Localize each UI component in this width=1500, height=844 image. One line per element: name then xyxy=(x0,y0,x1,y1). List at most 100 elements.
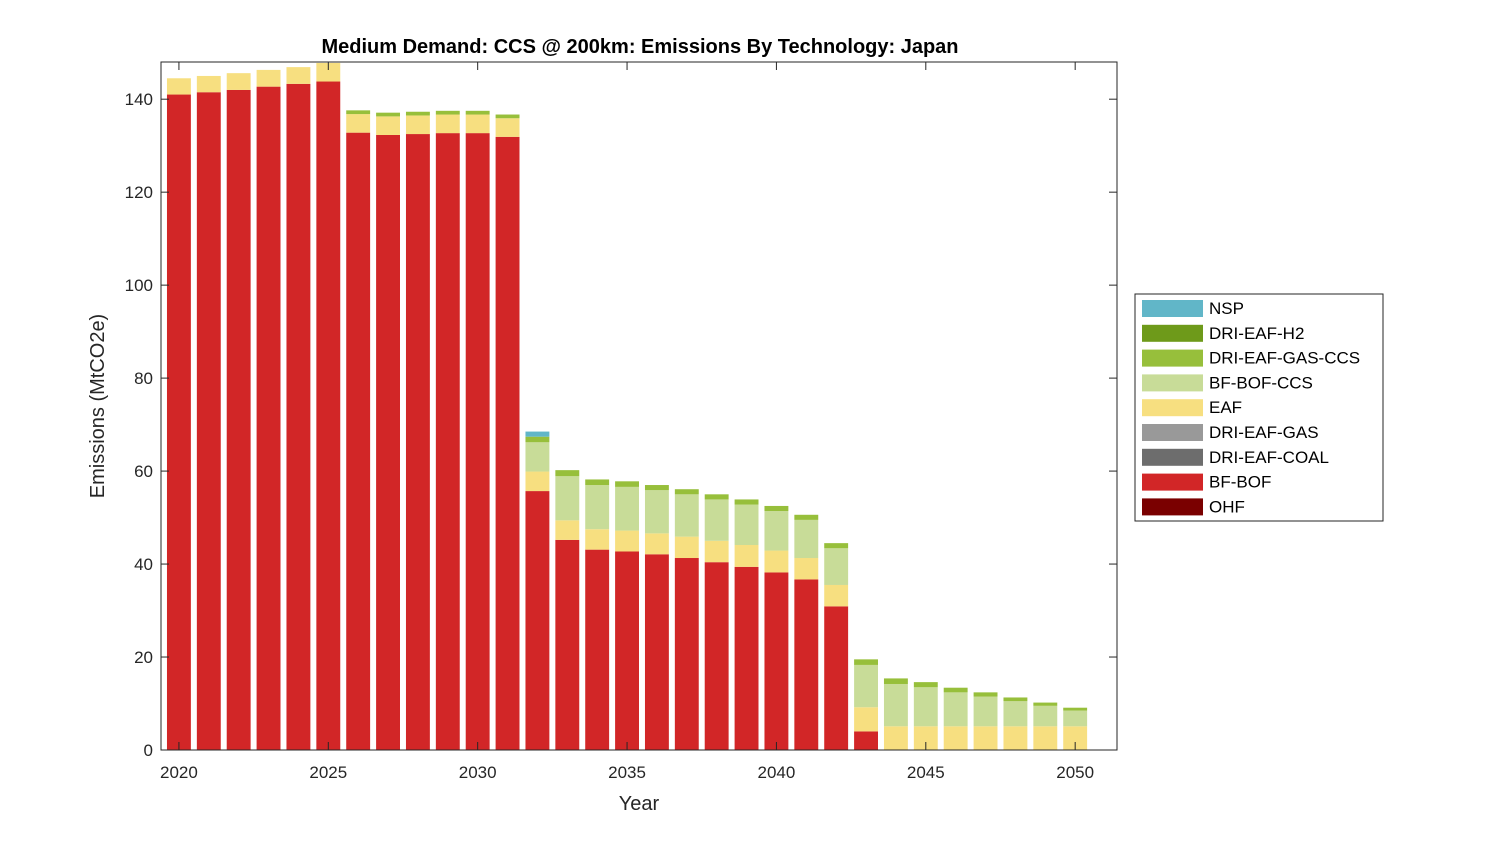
bar-eaf-2033 xyxy=(555,520,580,540)
bar-eaf-2034 xyxy=(585,529,610,550)
bar-bf-bof-ccs-2042 xyxy=(824,548,849,585)
legend-label-dri-eaf-gas: DRI-EAF-GAS xyxy=(1209,423,1319,442)
bar-dri-eaf-gas-ccs-2037 xyxy=(674,489,699,495)
bar-eaf-2044 xyxy=(883,726,908,750)
bar-eaf-2036 xyxy=(644,533,669,555)
bar-bf-bof-ccs-2034 xyxy=(585,485,610,530)
legend-label-nsp: NSP xyxy=(1209,299,1244,318)
bar-bf-bof-ccs-2038 xyxy=(704,499,729,541)
x-axis-label: Year xyxy=(619,793,660,815)
bar-bf-bof-2035 xyxy=(615,551,639,750)
bar-eaf-2022 xyxy=(226,73,251,90)
bar-eaf-2042 xyxy=(824,584,849,607)
bar-eaf-2021 xyxy=(196,75,221,93)
bar-dri-eaf-gas-ccs-2050 xyxy=(1063,707,1088,711)
bar-dri-eaf-gas-ccs-2049 xyxy=(1033,702,1058,706)
bar-dri-eaf-gas-ccs-2038 xyxy=(704,494,729,500)
bar-bf-bof-2036 xyxy=(644,554,669,750)
bar-dri-eaf-gas-ccs-2026 xyxy=(346,110,371,115)
y-tick-label-0: 0 xyxy=(144,741,153,760)
bar-bf-bof-ccs-2037 xyxy=(674,494,699,537)
bar-eaf-2023 xyxy=(256,69,281,87)
legend-label-eaf: EAF xyxy=(1209,398,1242,417)
bar-bf-bof-2033 xyxy=(555,539,580,750)
legend-swatch-dri-eaf-coal xyxy=(1142,448,1203,466)
bar-dri-eaf-gas-ccs-2040 xyxy=(764,505,789,512)
bar-bf-bof-2028 xyxy=(405,134,430,751)
legend-swatch-bf-bof xyxy=(1142,473,1203,491)
bar-bf-bof-2030 xyxy=(465,133,490,750)
bar-eaf-2049 xyxy=(1033,726,1058,750)
bar-eaf-2035 xyxy=(615,530,639,552)
legend-swatch-dri-eaf-gas xyxy=(1142,424,1203,441)
legend-label-dri-eaf-gas-ccs: DRI-EAF-GAS-CCS xyxy=(1209,349,1360,368)
bar-bf-bof-2021 xyxy=(196,92,221,751)
bar-dri-eaf-gas-ccs-2048 xyxy=(1003,697,1028,702)
bar-eaf-2047 xyxy=(973,726,998,750)
bar-bf-bof-2043 xyxy=(854,731,878,750)
bar-dri-eaf-gas-ccs-2032 xyxy=(525,436,550,443)
bar-dri-eaf-gas-ccs-2033 xyxy=(555,470,580,477)
bar-bf-bof-2038 xyxy=(704,562,729,750)
bar-bf-bof-ccs-2033 xyxy=(555,476,580,521)
bar-bf-bof-2027 xyxy=(376,134,400,751)
bar-bf-bof-2031 xyxy=(495,136,520,751)
bar-bf-bof-ccs-2046 xyxy=(943,692,968,727)
bar-bf-bof-2037 xyxy=(674,558,699,750)
bar-dri-eaf-gas-ccs-2039 xyxy=(734,499,759,505)
legend-swatch-ohf xyxy=(1142,498,1203,516)
bar-eaf-2030 xyxy=(465,114,490,134)
y-tick-label-40: 40 xyxy=(134,555,153,574)
bar-bf-bof-2023 xyxy=(256,86,281,750)
legend-label-dri-eaf-h2: DRI-EAF-H2 xyxy=(1209,324,1304,343)
bar-dri-eaf-gas-ccs-2043 xyxy=(854,659,878,665)
bar-dri-eaf-gas-ccs-2046 xyxy=(943,687,968,693)
y-tick-label-80: 80 xyxy=(134,369,153,388)
bar-eaf-2045 xyxy=(913,726,938,750)
legend-swatch-nsp xyxy=(1142,300,1203,317)
bar-eaf-2038 xyxy=(704,540,729,563)
bar-bf-bof-ccs-2044 xyxy=(883,683,908,727)
bar-eaf-2040 xyxy=(764,550,789,573)
x-tick-label-2050: 2050 xyxy=(1056,763,1094,782)
x-tick-label-2045: 2045 xyxy=(907,763,945,782)
bar-eaf-2024 xyxy=(286,67,311,84)
legend-swatch-dri-eaf-gas-ccs xyxy=(1142,349,1203,367)
bar-bf-bof-ccs-2032 xyxy=(525,442,550,472)
bar-dri-eaf-gas-ccs-2044 xyxy=(883,678,908,684)
bar-nsp-2032 xyxy=(525,431,550,437)
bar-eaf-2043 xyxy=(854,707,878,732)
bar-dri-eaf-gas-ccs-2036 xyxy=(644,485,669,491)
chart-title: Medium Demand: CCS @ 200km: Emissions By… xyxy=(321,36,958,58)
bar-eaf-2031 xyxy=(495,118,520,137)
bar-dri-eaf-gas-ccs-2045 xyxy=(913,682,938,688)
bar-bf-bof-2040 xyxy=(764,572,789,750)
bar-bf-bof-2020 xyxy=(166,94,191,751)
bar-eaf-2028 xyxy=(405,115,430,135)
bar-eaf-2027 xyxy=(376,116,400,135)
legend: NSP DRI-EAF-H2 DRI-EAF-GAS-CCS BF-BOF-CCS EA… xyxy=(1134,293,1384,522)
x-tick-label-2020: 2020 xyxy=(160,763,198,782)
bar-eaf-2025 xyxy=(316,62,341,82)
bar-bf-bof-2042 xyxy=(824,606,849,750)
legend-swatch-bf-bof-ccs xyxy=(1142,374,1203,392)
x-tick-label-2040: 2040 xyxy=(758,763,796,782)
legend-label-ohf: OHF xyxy=(1209,497,1245,516)
bar-bf-bof-ccs-2039 xyxy=(734,504,759,545)
ticks-layer: 2020 2025 2030 2035 2040 2045 2050020406080100… xyxy=(125,62,1117,782)
legend-label-bf-bof-ccs: BF-BOF-CCS xyxy=(1209,373,1313,392)
bar-dri-eaf-gas-ccs-2041 xyxy=(794,514,819,520)
legend-label-bf-bof: BF-BOF xyxy=(1209,473,1271,492)
x-tick-label-2030: 2030 xyxy=(459,763,497,782)
bar-eaf-2039 xyxy=(734,544,759,567)
bar-dri-eaf-gas-ccs-2031 xyxy=(495,114,520,119)
x-tick-label-2035: 2035 xyxy=(608,763,646,782)
bar-bf-bof-ccs-2045 xyxy=(913,687,938,727)
bar-dri-eaf-gas-ccs-2028 xyxy=(405,111,430,116)
bar-bf-bof-2041 xyxy=(794,579,819,750)
bar-eaf-2050 xyxy=(1063,726,1088,750)
bar-bf-bof-2025 xyxy=(316,81,341,750)
bar-bf-bof-2022 xyxy=(226,89,251,750)
bars-layer xyxy=(166,62,1088,751)
bar-bf-bof-2029 xyxy=(435,133,460,750)
